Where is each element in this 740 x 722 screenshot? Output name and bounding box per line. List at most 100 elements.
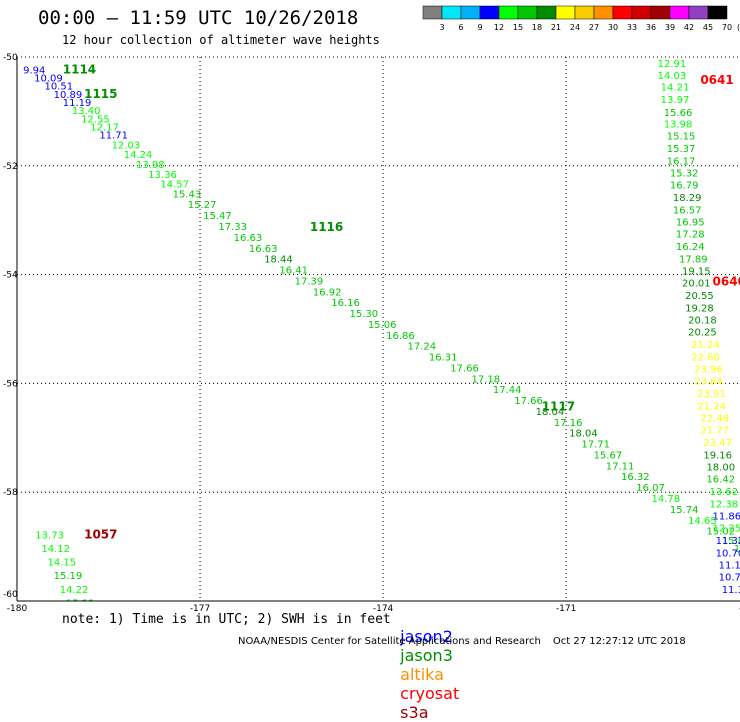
wave-height-point: 16.07 <box>636 483 665 494</box>
wave-height-point: 13.62 <box>709 487 738 498</box>
wave-height-point: 14.78 <box>652 494 681 505</box>
wave-height-point: 21.77 <box>700 425 729 436</box>
footer-note: note: 1) Time is in UTC; 2) SWH is in fe… <box>62 612 391 627</box>
wave-height-point: 14.24 <box>124 150 153 161</box>
wave-height-point: 11.32 <box>716 536 740 547</box>
legend-swatch <box>612 5 633 20</box>
wave-height-point: 12.80 <box>658 46 687 57</box>
wave-height-point: 14.03 <box>658 71 687 82</box>
wave-height-point: 16.42 <box>706 474 735 485</box>
legend-label: 33 <box>627 23 637 32</box>
pass-labels: 1114111511161117111806410640063906381057… <box>63 62 740 541</box>
wave-height-point: 15.15 <box>667 132 696 143</box>
wave-height-point: 15.06 <box>368 320 397 331</box>
wave-height-point: 16.63 <box>234 233 263 244</box>
x-tick-label: -177 <box>190 604 210 614</box>
legend-swatch <box>574 5 595 20</box>
satellite-jason3: jason3 <box>400 646 453 665</box>
legend-swatch <box>498 5 519 20</box>
data-points: 9.9410.0910.5110.8911.1913.4012.5512.171… <box>23 46 740 609</box>
credit-text: NOAA/NESDIS Center for Satellite Applica… <box>238 636 541 647</box>
plot-background <box>17 57 740 601</box>
wave-height-point: 11.34 <box>722 585 740 596</box>
y-tick-label: -52 <box>3 162 18 172</box>
wave-height-point: 10.09 <box>34 73 63 84</box>
y-tick-label: -60 <box>3 590 18 600</box>
pass-label: 0641 <box>700 73 733 87</box>
tick-labels: -180 -177 -174 -171 -168 -50 -52 -54 -56 -58 -60 <box>3 53 740 614</box>
y-tick-label: -58 <box>3 488 18 498</box>
wave-height-point: 14.15 <box>48 558 77 569</box>
wave-height-point: 17.16 <box>554 418 583 429</box>
pass-label: 1117 <box>542 400 575 414</box>
wave-height-point: 16.95 <box>676 218 705 229</box>
legend-label: 30 <box>608 23 618 32</box>
wave-height-point: 11.19 <box>719 560 740 571</box>
wave-height-point: 15.27 <box>188 200 217 211</box>
wave-height-point: 17.89 <box>679 255 708 266</box>
legend-label: 12 <box>494 23 504 32</box>
wave-height-point: 15.83 <box>722 536 740 547</box>
wave-height-point: 15.47 <box>203 211 232 222</box>
altimeter-chart: -180 -177 -174 -171 -168 -50 -52 -54 -56 -58 -60 9… <box>3 5 740 614</box>
wave-height-point: 18.00 <box>706 462 735 473</box>
wave-height-point: 17.24 <box>407 342 436 353</box>
wave-height-point: 17.44 <box>493 385 522 396</box>
pass-label: 1116 <box>310 220 343 234</box>
wave-height-point: 15.67 <box>594 450 623 461</box>
wave-height-point: 15.74 <box>670 505 699 516</box>
legend-label: 9 <box>477 23 482 32</box>
page-title: 00:00 – 11:59 UTC 10/26/2018 <box>38 7 359 29</box>
legend-swatch <box>441 5 462 20</box>
satellite-s3a: s3a <box>400 703 429 722</box>
pass-label: 1114 <box>63 62 96 76</box>
wave-height-point: 17.11 <box>606 461 635 472</box>
wave-height-point: 16.24 <box>676 242 705 253</box>
wave-height-point: 20.25 <box>688 328 717 339</box>
pass-label: 1057 <box>84 527 117 541</box>
wave-height-point: 19.15 <box>682 267 711 278</box>
wave-height-point: 13.97 <box>661 95 690 106</box>
legend-swatch <box>555 5 576 20</box>
wave-height-point: 11.86 <box>713 511 740 522</box>
wave-height-point: 16.17 <box>667 157 696 168</box>
wave-height-point: 19.28 <box>685 304 714 315</box>
wave-height-point: 12.38 <box>709 499 738 510</box>
wave-height-point: 21.24 <box>691 340 720 351</box>
wave-height-point: 15.32 <box>670 169 699 180</box>
wave-height-point: 11.71 <box>99 131 128 142</box>
axes <box>16 57 740 602</box>
wave-height-point: 15.02 <box>706 527 735 538</box>
wave-height-point: 18.44 <box>264 255 293 266</box>
wave-height-point: 20.55 <box>685 291 714 302</box>
legend-swatch <box>650 5 671 20</box>
legend-swatch <box>517 5 538 20</box>
x-tick-label: -180 <box>7 604 28 614</box>
wave-height-point: 10.72 <box>719 572 740 583</box>
y-tick-label: -50 <box>3 53 18 63</box>
wave-height-point: 17.66 <box>450 363 479 374</box>
wave-height-point: 23.47 <box>703 438 732 449</box>
wave-height-point: 13.36 <box>148 170 177 181</box>
legend-unit: (ft) <box>737 23 740 32</box>
wave-height-point: 17.66 <box>514 396 543 407</box>
legend-swatch <box>631 5 652 20</box>
wave-height-point: 16.86 <box>386 331 415 342</box>
satellite-altika: altika <box>400 665 444 684</box>
pass-label: 0640 <box>713 274 740 288</box>
wave-height-point: 23.84 <box>694 376 723 387</box>
legend-label: 27 <box>589 23 599 32</box>
legend-label: 21 <box>551 23 561 32</box>
wave-height-point: 16.57 <box>673 206 702 217</box>
satellite-jason2: jason2 <box>400 627 453 646</box>
wave-height-point: 15.33 <box>66 598 95 609</box>
wave-height-point: 22.48 <box>700 413 729 424</box>
wave-height-point: 16.63 <box>249 244 278 255</box>
footer-credit: NOAA/NESDIS Center for Satellite Applica… <box>238 636 686 647</box>
wave-height-point: 15.19 <box>54 571 83 582</box>
satellite-legend: jason2 jason3 altika cryosat s3a <box>390 608 468 722</box>
wave-height-point: 18.04 <box>569 429 598 440</box>
wave-height-point: 13.73 <box>35 530 64 541</box>
wave-height-point: 11.19 <box>63 98 92 109</box>
grid <box>17 56 740 601</box>
